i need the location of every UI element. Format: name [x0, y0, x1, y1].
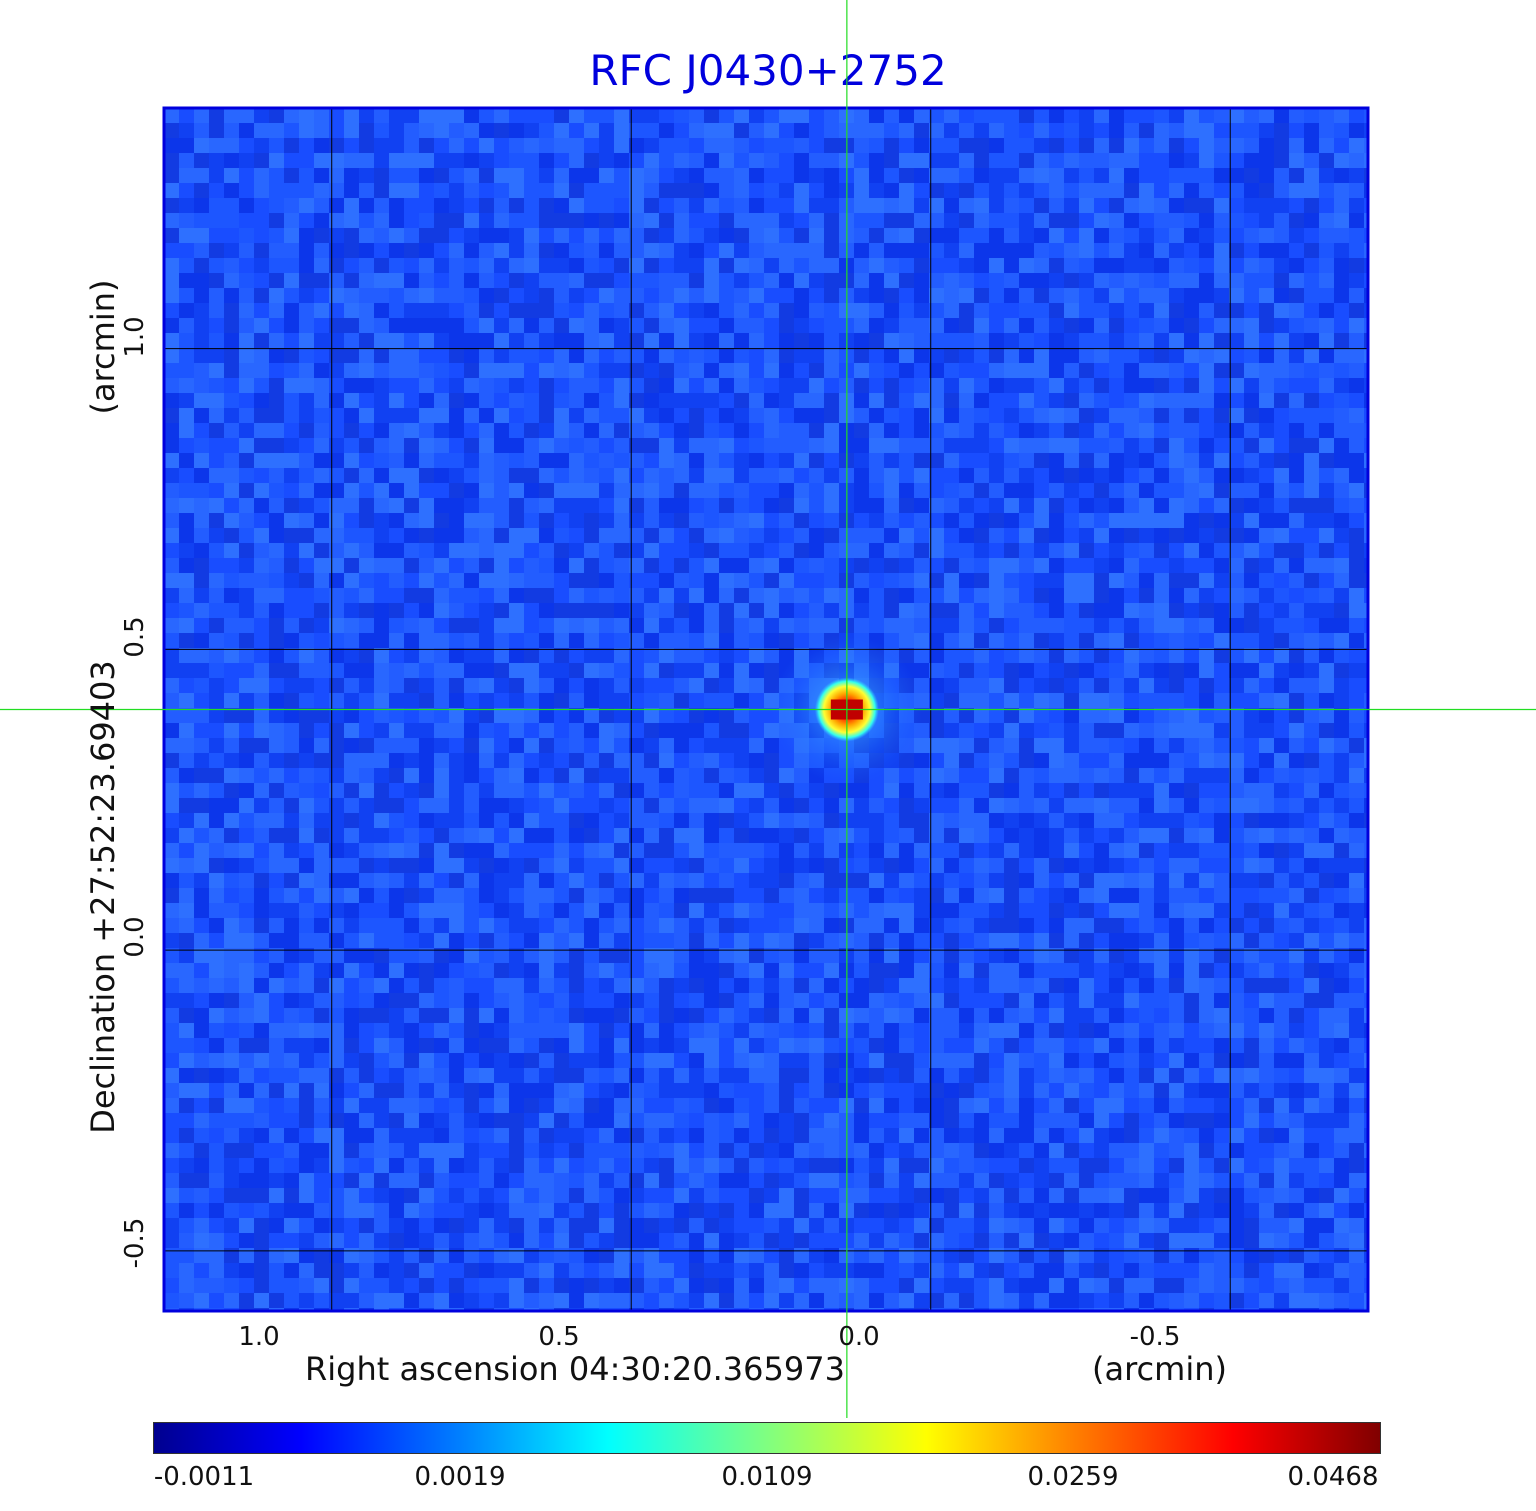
colorbar-tick-label: 0.0259 [1027, 1462, 1119, 1492]
sky-image [164, 108, 1368, 1311]
noise-pixels [164, 108, 1368, 1311]
colorbar-tick-label: 0.0109 [721, 1462, 813, 1492]
colorbar-tick-label: 0.0468 [1287, 1462, 1379, 1492]
y-axis-label: Declination +27:52:23.69403 [84, 660, 122, 1134]
chart-title: RFC J0430+2752 [589, 46, 947, 95]
x-axis-label: Right ascension 04:30:20.365973 [305, 1350, 845, 1388]
y-tick-label: 1.0 [120, 316, 150, 358]
noise-pixels [164, 108, 1368, 1311]
y-tick-label: 0.5 [120, 616, 150, 658]
noise-pixels [164, 108, 1368, 1311]
y-axis-unit: (arcmin) [84, 279, 122, 415]
y-tick-label: -0.5 [120, 1217, 150, 1269]
colorbar [153, 1422, 1381, 1454]
colorbar-tick-label: 0.0019 [414, 1462, 506, 1492]
y-tick-label: 0.0 [120, 916, 150, 958]
x-tick-label: 1.0 [238, 1322, 280, 1352]
x-axis-unit: (arcmin) [1092, 1350, 1227, 1388]
x-tick-label: -0.5 [1129, 1322, 1181, 1352]
x-tick-label: 0.5 [538, 1322, 580, 1352]
colorbar-tick-label: -0.0011 [153, 1462, 255, 1492]
crosshair [0, 0, 1536, 1418]
noise-pixels [164, 108, 1368, 1311]
noise-pixels [164, 108, 1368, 1311]
x-tick-label: 0.0 [838, 1322, 880, 1352]
noise-pixels [164, 108, 1368, 1311]
